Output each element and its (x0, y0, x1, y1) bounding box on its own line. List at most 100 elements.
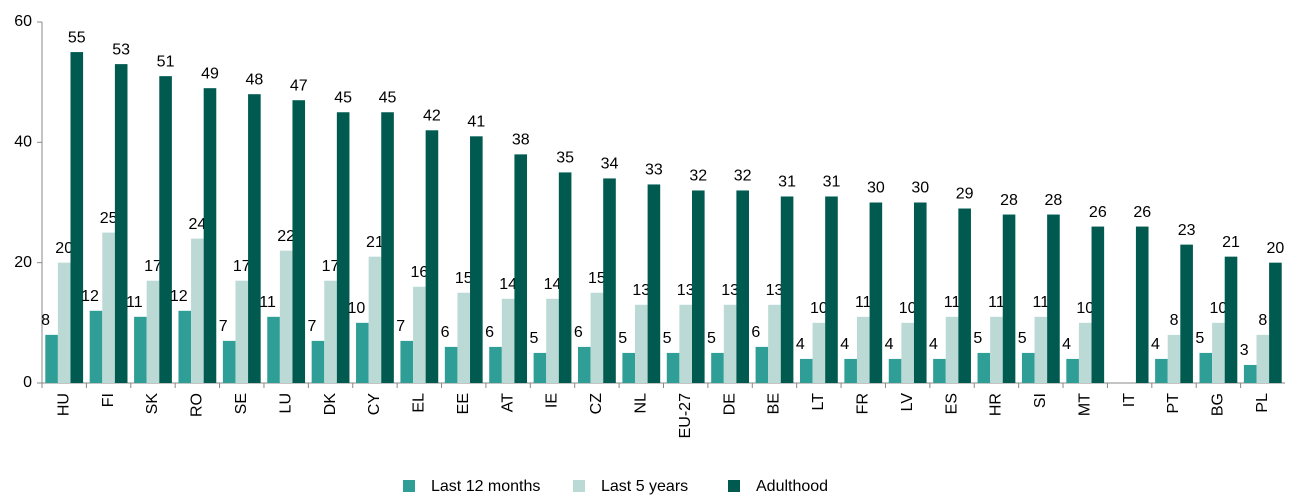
data-label: 7 (219, 318, 228, 335)
x-tick-label: CY (366, 393, 383, 416)
data-label: 15 (588, 270, 606, 287)
data-label: 12 (81, 288, 99, 305)
bar (533, 352, 547, 383)
data-label: 28 (1045, 192, 1063, 209)
bar (913, 202, 927, 383)
bar (578, 346, 591, 383)
bar (856, 316, 870, 383)
x-tick-label: ES (943, 393, 960, 414)
data-label: 13 (766, 282, 784, 299)
data-label: 7 (308, 318, 317, 335)
data-label: 31 (778, 174, 796, 191)
legend-swatch (728, 480, 740, 492)
x-tick-label: IT (1121, 393, 1138, 407)
data-label: 5 (1018, 330, 1027, 347)
bar (736, 190, 749, 383)
data-label: 5 (1195, 330, 1204, 347)
x-tick-label: SK (144, 393, 161, 415)
x-tick-label: SE (233, 393, 250, 414)
bar (356, 322, 369, 383)
bar (558, 172, 572, 383)
bar (1269, 262, 1282, 383)
data-label: 20 (1267, 240, 1285, 257)
data-label: 4 (929, 336, 938, 353)
bar (178, 310, 192, 383)
data-label: 8 (1170, 312, 1179, 329)
bar (977, 352, 991, 383)
data-label: 14 (499, 276, 517, 293)
data-label: 7 (396, 318, 405, 335)
bar (1034, 316, 1048, 383)
bar (279, 250, 293, 383)
y-tick-label: 60 (14, 13, 32, 30)
x-tick-label: IE (544, 393, 561, 408)
data-label: 10 (347, 300, 365, 317)
data-label: 55 (68, 29, 86, 46)
data-label: 11 (944, 294, 961, 311)
data-label: 45 (334, 89, 352, 106)
bar (114, 64, 128, 383)
bar (1002, 214, 1016, 383)
bar (470, 136, 483, 383)
bar (1091, 226, 1105, 383)
bar (888, 358, 902, 383)
data-label: 4 (796, 336, 805, 353)
data-label: 20 (55, 240, 73, 257)
data-label: 5 (663, 330, 672, 347)
bar (444, 346, 458, 383)
bar (958, 208, 971, 383)
x-tick-label: HR (988, 393, 1005, 416)
bar (70, 52, 84, 383)
x-tick-label: LU (277, 393, 294, 413)
data-label: 53 (112, 41, 130, 58)
bar (1256, 334, 1270, 383)
x-tick-label: DK (322, 393, 339, 416)
data-label: 5 (618, 330, 627, 347)
x-tick-label: PT (1165, 393, 1182, 414)
data-label: 14 (544, 276, 562, 293)
data-label: 35 (556, 150, 574, 167)
bar (1135, 226, 1149, 383)
bar (501, 298, 515, 383)
y-tick-label: 0 (23, 374, 32, 391)
bar (1243, 364, 1257, 383)
data-label: 10 (1210, 300, 1228, 317)
bar (248, 94, 261, 383)
data-label: 48 (245, 71, 263, 88)
data-label: 3 (1240, 342, 1249, 359)
data-label: 13 (677, 282, 695, 299)
data-label: 11 (126, 294, 143, 311)
bar (1021, 352, 1035, 383)
data-label: 5 (529, 330, 538, 347)
bar (89, 310, 103, 383)
data-label: 5 (973, 330, 982, 347)
bar (799, 358, 813, 383)
x-tick-label: MT (1076, 393, 1093, 416)
y-tick-label: 20 (14, 254, 32, 271)
legend-label: Adulthood (756, 478, 828, 495)
data-label: 32 (734, 168, 752, 185)
legend-label: Last 12 months (431, 478, 540, 495)
data-label: 10 (810, 300, 828, 317)
bar (203, 88, 217, 383)
bar (990, 316, 1003, 383)
bar (57, 262, 71, 383)
data-label: 49 (201, 65, 219, 82)
data-label: 26 (1133, 204, 1151, 221)
bar (1066, 358, 1079, 383)
bar (546, 298, 559, 383)
bar (413, 286, 426, 383)
data-label: 25 (100, 210, 118, 227)
x-tick-label: SI (1032, 393, 1049, 408)
bar (489, 346, 502, 383)
x-tick-label: LT (810, 393, 827, 411)
bar (812, 322, 826, 383)
data-label: 16 (410, 264, 428, 281)
bar (603, 178, 616, 383)
bar (191, 238, 204, 383)
x-tick-label: BG (1210, 393, 1227, 416)
data-label: 41 (467, 114, 485, 131)
legend-swatch (573, 480, 585, 492)
bar (768, 304, 781, 383)
